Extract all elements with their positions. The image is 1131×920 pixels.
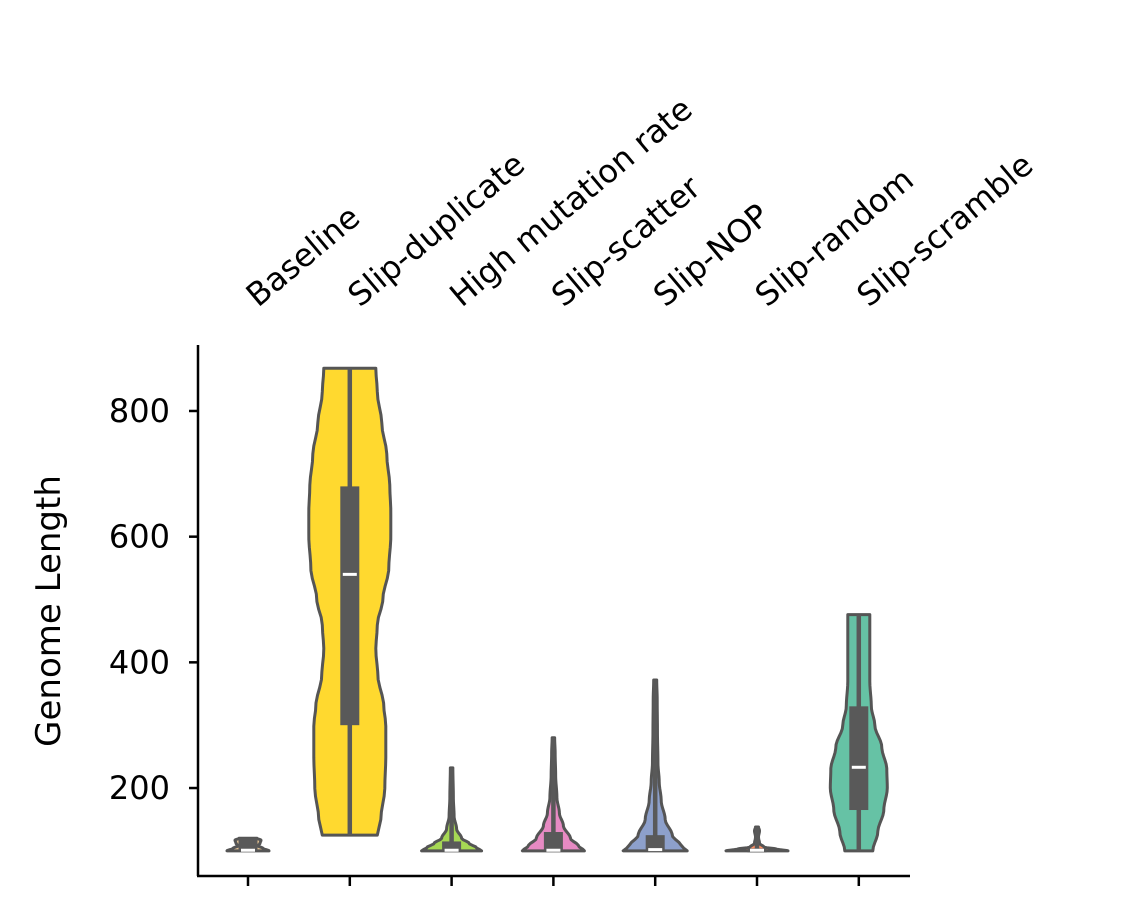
y-ticks: 200 400 600 800: [109, 392, 198, 807]
violin-iqr-box: [442, 841, 462, 851]
violin-group: [225, 366, 889, 853]
violin-iqr-box: [849, 706, 869, 811]
y-tick-label: 800: [109, 392, 170, 430]
y-tick-label: 600: [109, 518, 170, 556]
violin-iqr-box: [340, 486, 360, 726]
x-tick-label: Slip-duplicate: [341, 145, 532, 314]
violin-iqr-box: [645, 835, 665, 851]
x-tick-label: Slip-scramble: [850, 146, 1041, 315]
y-axis-title: Genome Length: [29, 475, 69, 747]
y-tick-label: 400: [109, 643, 170, 681]
y-tick-label: 200: [109, 769, 170, 807]
violin-iqr-box: [238, 838, 258, 851]
x-tick-label: Baseline: [239, 198, 367, 314]
violin-iqr-box: [543, 832, 563, 851]
